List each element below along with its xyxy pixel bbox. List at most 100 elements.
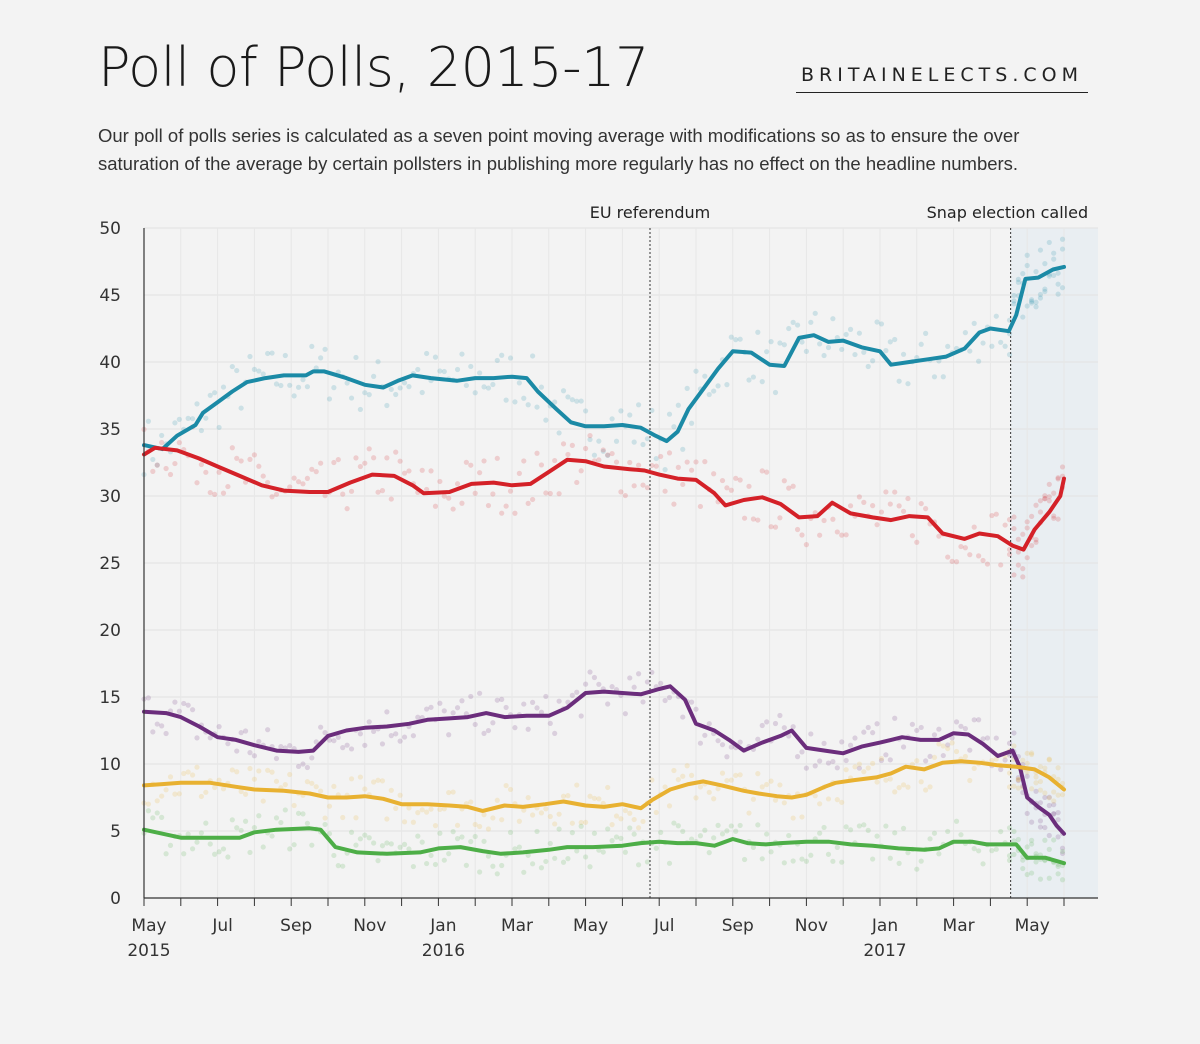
poll-dot [1024,303,1030,309]
poll-dot [525,795,531,801]
poll-dot [295,384,302,390]
poll-dot [945,742,951,748]
poll-dot [207,735,213,741]
poll-dot [247,765,253,772]
poll-dot [1037,800,1044,806]
poll-dot [945,745,951,752]
poll-dot [777,340,783,346]
poll-dot [622,807,628,814]
poll-dot [410,863,416,870]
poll-dot [265,479,271,486]
poll-dot [1055,765,1061,771]
poll-dot [1002,522,1008,528]
poll-dot [291,802,297,809]
poll-dot [499,817,505,823]
poll-dot [980,736,986,742]
poll-dot [159,814,165,820]
poll-dot [159,793,165,799]
poll-dot [658,829,664,835]
x-year-label: 2015 [127,941,170,961]
poll-dot [366,392,372,398]
poll-dot [273,778,280,784]
poll-dot [737,477,743,483]
brand-logo[interactable]: BRITAINELECTS.COM [796,64,1088,93]
poll-dot [697,503,704,510]
poll-dot [326,803,333,809]
poll-dot [724,382,730,388]
poll-dot [534,450,540,456]
poll-dot [1024,525,1030,531]
poll-dot [627,459,633,466]
poll-dot [1015,276,1021,282]
poll-dot [234,748,240,754]
poll-dot [688,467,695,473]
poll-dot [949,740,955,746]
poll-dot [362,460,368,466]
poll-dot [530,699,536,705]
poll-dot [808,731,814,737]
series-line[interactable] [142,759,1066,813]
series-line[interactable] [142,684,1066,836]
poll-dot [967,747,973,753]
poll-dot [1055,792,1061,798]
poll-dot [830,858,836,864]
poll-dot [728,777,734,783]
poll-dot [662,784,668,790]
poll-dot [825,851,832,857]
poll-dot [565,451,571,458]
poll-dot [1029,751,1035,758]
poll-dot [764,781,770,788]
poll-dot [282,807,288,813]
poll-dot [485,853,492,859]
poll-dot [825,344,832,351]
poll-dot [477,470,483,476]
poll-dot [1015,777,1021,784]
poll-dot [847,326,854,332]
poll-dot [1029,841,1035,847]
poll-dot [688,836,695,842]
poll-dot [1006,546,1013,553]
poll-dot [1037,876,1044,882]
poll-dot [304,779,310,785]
poll-dot [644,679,651,685]
series-line[interactable] [142,826,1066,866]
poll-dot [618,816,624,822]
poll-dot [1011,572,1017,578]
poll-dot [344,380,350,386]
poll-dot [764,719,770,725]
series-line[interactable] [142,264,1066,452]
poll-dot [649,462,655,469]
x-tick-label: Jan [429,916,456,936]
poll-dot [772,389,779,396]
poll-dot [530,353,536,359]
poll-dot [203,820,209,826]
poll-dot [309,755,315,761]
poll-dot [189,772,196,778]
poll-dot [265,767,271,773]
poll-dot [671,424,677,430]
poll-dot [1015,536,1021,542]
poll-dot [556,491,562,497]
poll-dot [225,741,231,747]
poll-dot [525,726,531,732]
poll-dot [454,481,461,487]
poll-dot [799,814,805,820]
poll-dot [220,846,227,852]
poll-dot [1055,281,1061,287]
poll-dot [1033,304,1039,310]
poll-dot [291,393,297,399]
series-line[interactable] [142,445,1066,552]
poll-dot [220,786,227,792]
poll-dot [790,815,796,821]
poll-dot [366,446,372,452]
poll-dot [971,765,977,771]
poll-dot [1055,475,1061,481]
poll-dot [883,489,889,495]
poll-dot [989,848,995,854]
poll-dot [450,710,456,716]
poll-dot [309,780,315,786]
poll-dot [229,445,235,451]
poll-dot [176,416,182,422]
poll-dot [1020,857,1026,863]
poll-dot [1024,769,1030,775]
